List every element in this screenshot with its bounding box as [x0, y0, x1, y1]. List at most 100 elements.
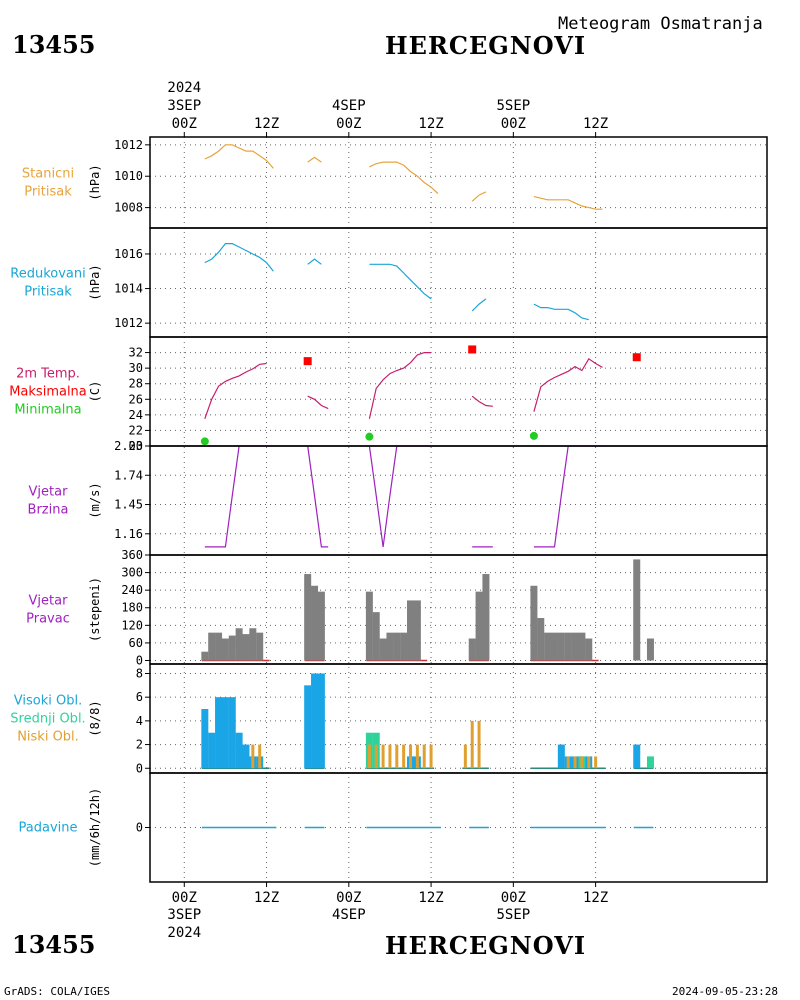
panel-label: Pravac [26, 612, 70, 627]
series-line [533, 196, 603, 210]
panel-precipitation: 0 (mm/6h/12h) Padavine [19, 772, 768, 883]
wind-direction-bar [544, 632, 552, 661]
time-label-top: 12Z [418, 116, 443, 132]
time-label-top: 00Z [172, 116, 197, 132]
wind-direction-bar [215, 632, 223, 661]
series-line [471, 298, 487, 312]
y-tick-label: 240 [121, 583, 143, 597]
station-id-top: 13455 [12, 30, 96, 59]
wind-direction-bar [550, 632, 558, 661]
panel-label: Vjetar [29, 594, 69, 609]
station-id-bottom: 13455 [12, 930, 96, 959]
panel-frame [149, 227, 768, 338]
high-cloud-bar [633, 744, 641, 769]
panel-label: Minimalna [14, 403, 81, 418]
y-tick-label: 22 [129, 423, 143, 437]
series-line [307, 395, 329, 410]
low-cloud-bar [580, 756, 584, 769]
series-line [368, 445, 438, 547]
wind-direction-bar [475, 591, 483, 661]
wind-direction-bar [585, 638, 593, 661]
panel-label: Visoki Obl. [14, 694, 82, 709]
wind-direction-bar [201, 651, 209, 661]
station-name-bottom: HERCEGNOVI [385, 931, 587, 960]
footer-credit: GrADS: COLA/IGES [4, 985, 110, 998]
y-axis-label: (C) [88, 381, 102, 403]
low-cloud-bar [566, 756, 570, 769]
high-cloud-bar [304, 685, 312, 769]
series-line [471, 395, 493, 407]
panel-label: Padavine [19, 821, 78, 836]
time-label-top: 12Z [254, 116, 279, 132]
max-temp-marker [303, 357, 312, 366]
max-temp-marker [468, 345, 477, 354]
y-tick-label: 0 [136, 653, 143, 667]
panel-frame [149, 445, 768, 556]
wind-direction-bar [633, 559, 641, 661]
series-line [533, 303, 589, 321]
max-temp-marker [632, 353, 641, 362]
y-tick-label: 32 [129, 346, 143, 360]
wind-direction-bar [372, 612, 380, 661]
time-label-top: 12Z [583, 116, 608, 132]
wind-direction-bar [557, 632, 565, 661]
series-line [369, 263, 432, 300]
panel-station-pressure: 1008 1010 1012 (hPa) Stanicni Pritisak [22, 136, 768, 229]
time-label-bottom: 00Z [172, 890, 197, 906]
high-cloud-bar [215, 697, 223, 769]
wind-direction-bar [228, 635, 236, 661]
time-label-bottom: 12Z [583, 890, 608, 906]
wind-direction-bar [311, 585, 319, 661]
station-name-top: HERCEGNOVI [385, 31, 587, 60]
panel-frame [149, 772, 768, 883]
wind-direction-bar [256, 632, 264, 661]
low-cloud-bar [594, 756, 598, 769]
high-cloud-bar [311, 673, 319, 769]
low-cloud-bar [395, 744, 399, 769]
high-cloud-bar [317, 673, 325, 769]
wind-direction-bar [365, 591, 373, 661]
series-line [533, 357, 603, 412]
panel-label: Maksimalna [9, 385, 87, 400]
series-line [307, 445, 329, 548]
y-tick-label: 1008 [114, 201, 143, 215]
wind-direction-bar [482, 574, 490, 661]
y-tick-label: 6 [136, 690, 143, 704]
y-axis-label: (hPa) [88, 164, 102, 200]
wind-direction-bar [393, 632, 401, 661]
panel-frame [149, 136, 768, 229]
wind-direction-bar [530, 585, 538, 661]
wind-direction-bar [578, 632, 586, 661]
y-tick-label: 30 [129, 361, 143, 375]
low-cloud-bar [374, 744, 378, 769]
low-cloud-bar [415, 744, 419, 769]
y-axis-label: (m/s) [88, 482, 102, 518]
date-label-top: 5SEP [496, 98, 530, 114]
y-tick-label: 1016 [114, 247, 143, 261]
wind-direction-bar [646, 638, 654, 661]
wind-direction-bar [537, 617, 545, 661]
y-tick-label: 24 [129, 408, 143, 422]
high-cloud-bar [235, 732, 243, 769]
low-cloud-bar [388, 744, 392, 769]
wind-direction-bar [468, 638, 476, 661]
y-tick-label: 1.45 [114, 498, 143, 512]
series-line [307, 156, 322, 163]
y-axis-label: (8/8) [88, 700, 102, 736]
low-cloud-bar [463, 744, 467, 769]
y-tick-label: 1014 [114, 282, 143, 296]
y-tick-label: 0 [136, 821, 143, 835]
min-temp-marker [365, 432, 374, 441]
y-tick-label: 28 [129, 377, 143, 391]
min-temp-marker [200, 437, 209, 446]
y-tick-label: 4 [136, 714, 143, 728]
date-label-top: 3SEP [167, 98, 201, 114]
y-tick-label: 60 [129, 636, 143, 650]
series-line [369, 161, 439, 194]
wind-direction-bar [304, 574, 312, 661]
panel-label: Stanicni [22, 167, 74, 182]
y-tick-label: 1012 [114, 138, 143, 152]
time-label-bottom: 00Z [501, 890, 526, 906]
